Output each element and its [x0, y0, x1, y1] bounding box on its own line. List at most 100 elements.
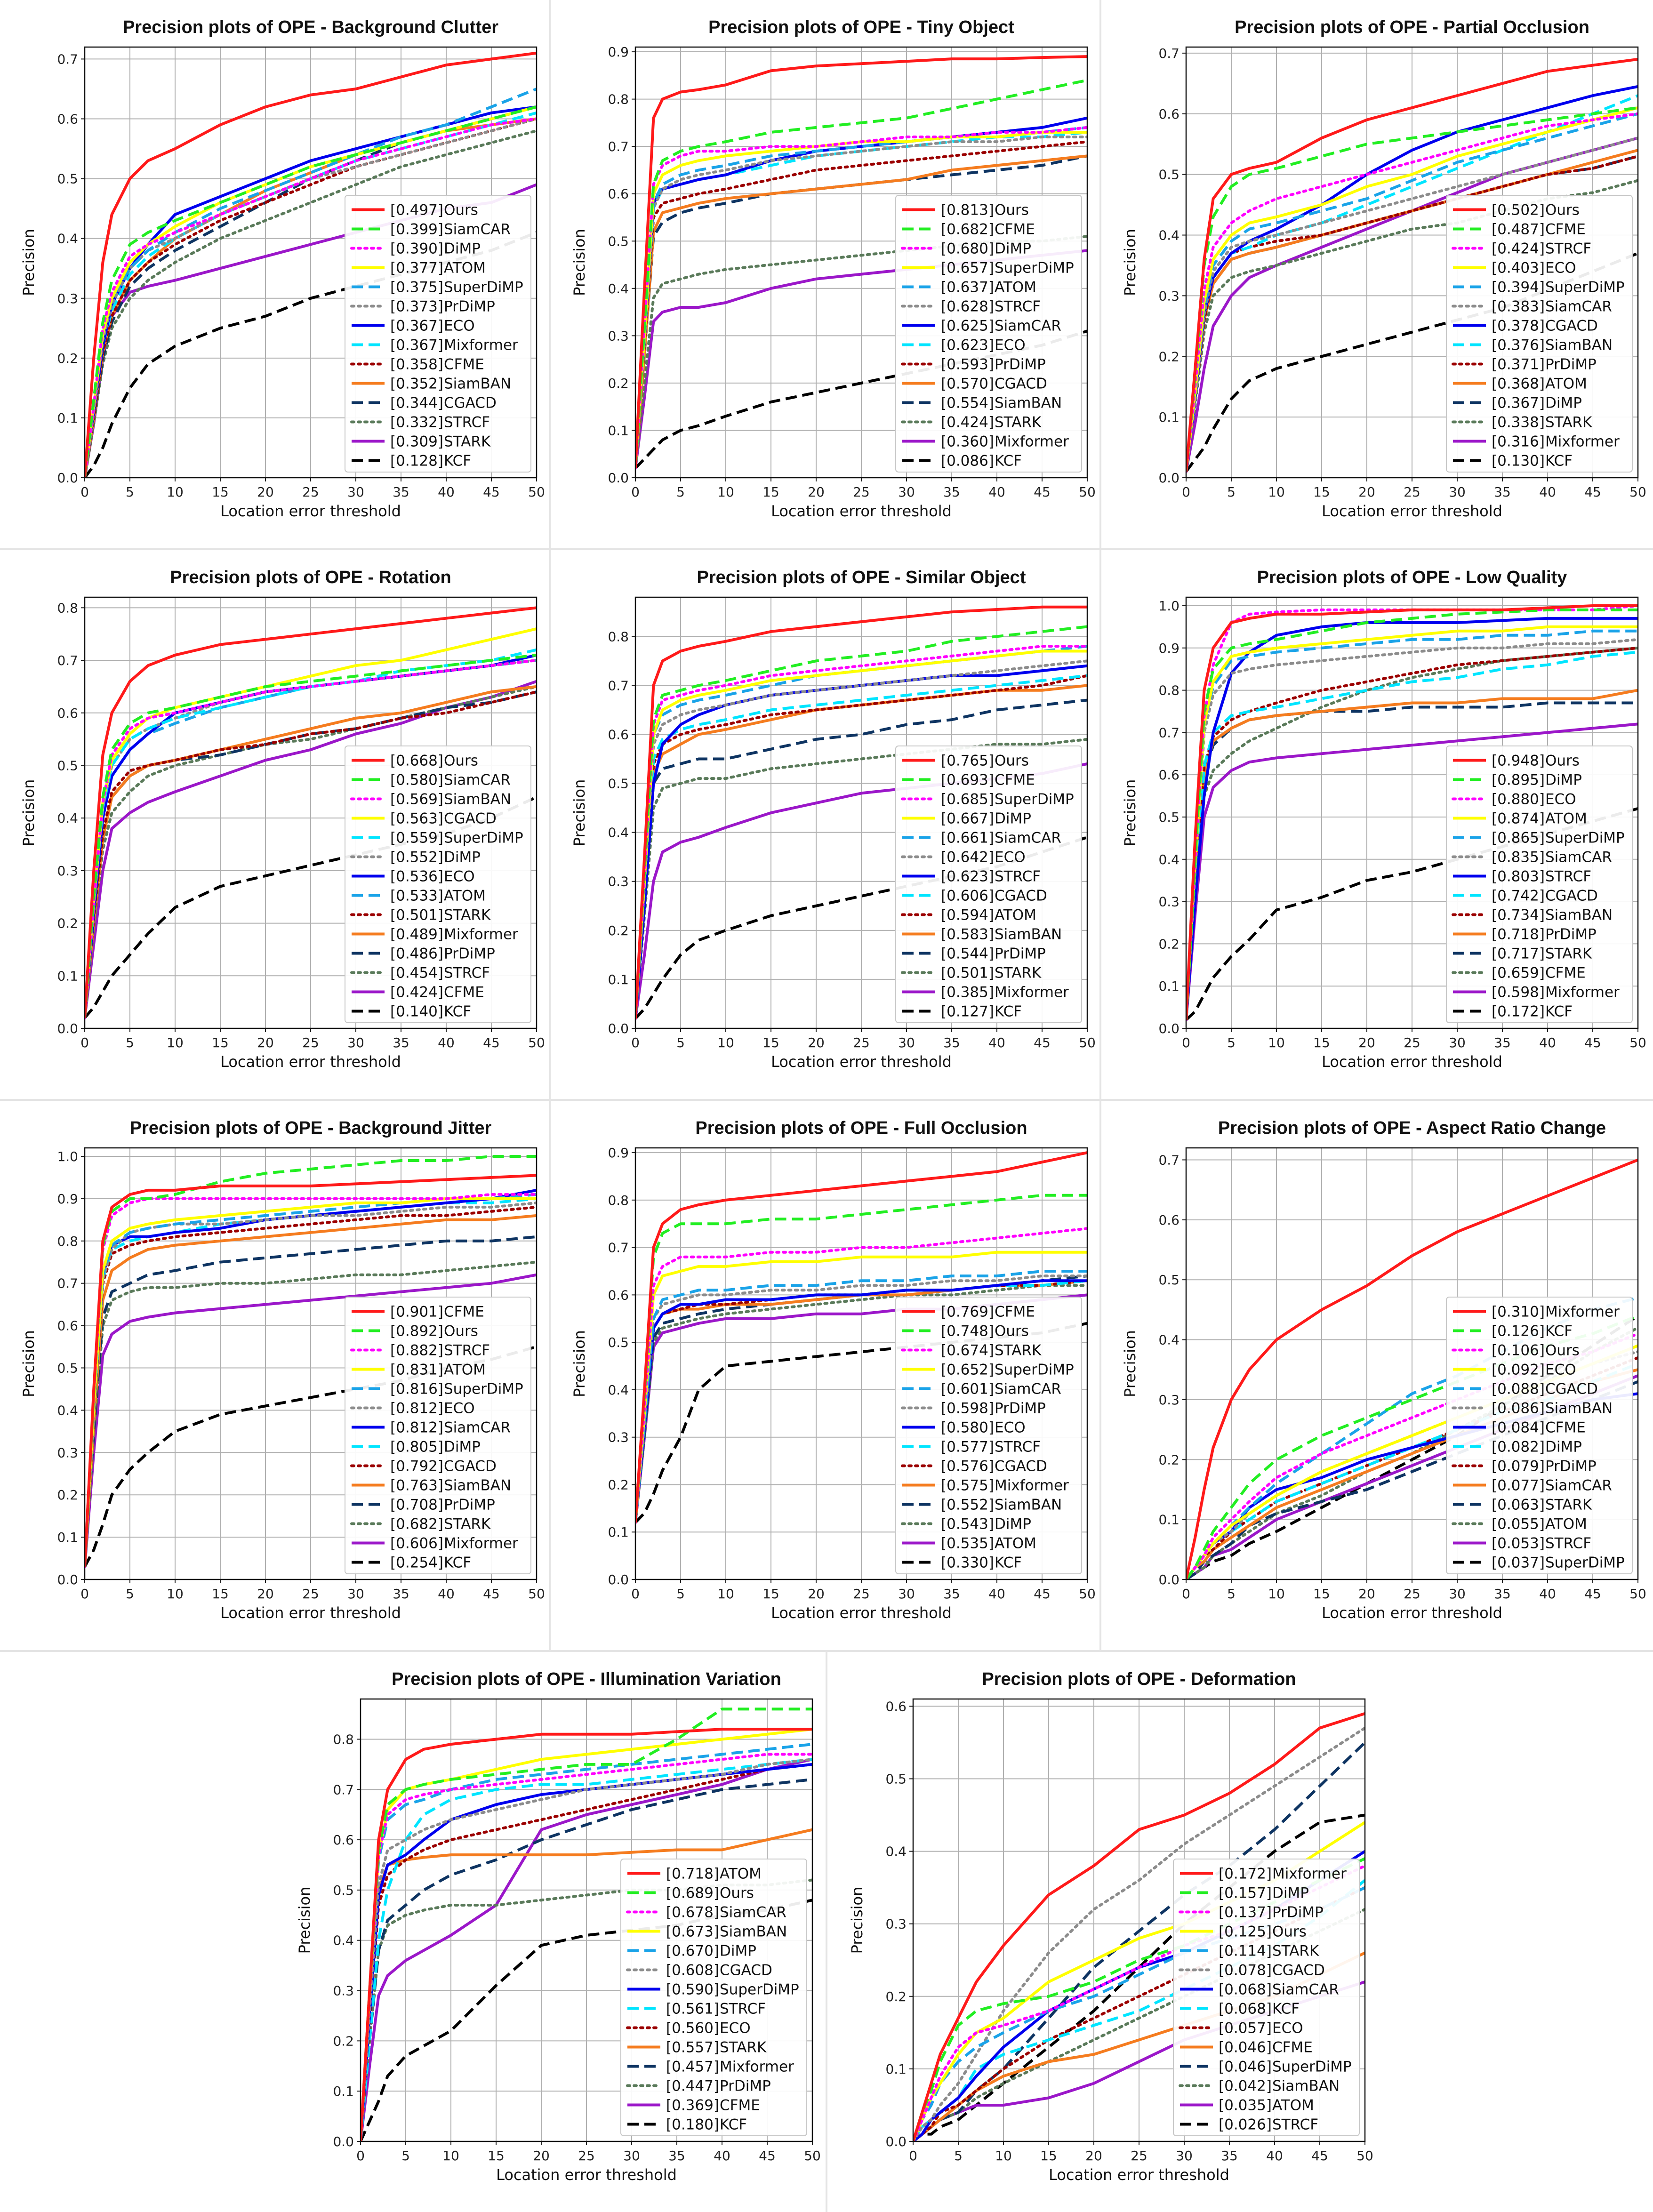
x-tick-label: 35	[1494, 1586, 1511, 1602]
x-tick-label: 50	[1629, 1586, 1646, 1602]
y-axis-label: Precision	[20, 229, 38, 296]
legend-label: SiamBAN	[1272, 2078, 1340, 2095]
chart-title: Precision plots of OPE - Low Quality	[1257, 568, 1567, 587]
legend-score: [0.544]	[941, 946, 994, 962]
legend-label: STRCF	[1272, 2116, 1318, 2133]
legend-label: ATOM	[995, 1535, 1036, 1552]
legend-score: [0.659]	[1492, 965, 1545, 982]
series-line-prdimp	[635, 140, 1087, 470]
y-tick-label: 0.2	[57, 1487, 78, 1503]
y-tick-label: 0.1	[1158, 978, 1180, 994]
y-tick-label: 0.3	[57, 1445, 78, 1460]
legend-score: [0.457]	[666, 2059, 719, 2076]
legend-item-dimp: [0.667] DiMP	[902, 810, 1031, 827]
legend-item-ours: [0.497] Ours	[352, 202, 478, 219]
chart-title: Precision plots of OPE - Similar Object	[697, 568, 1026, 587]
legend-score: [0.708]	[390, 1497, 443, 1514]
legend-label: STARK	[444, 1516, 491, 1533]
legend-label: STRCF	[1545, 1535, 1591, 1552]
legend-score: [0.792]	[390, 1458, 443, 1475]
x-tick-label: 15	[1313, 1035, 1330, 1050]
legend-label: STRCF	[444, 414, 490, 431]
legend-item-prdimp: [0.544] PrDiMP	[902, 946, 1046, 962]
series-line-cgacd	[1186, 650, 1638, 1020]
legend-score: [0.106]	[1492, 1342, 1545, 1359]
legend-score: [0.892]	[390, 1323, 443, 1340]
x-tick-label: 20	[257, 1035, 274, 1050]
series-line-strcf	[1186, 617, 1638, 1020]
legend-item-stark: [0.063] STARK	[1453, 1497, 1592, 1514]
x-tick-label: 20	[1358, 1586, 1375, 1602]
legend-item-eco: [0.403] ECO	[1453, 260, 1576, 277]
x-axis-label: Location error threshold	[220, 1053, 401, 1071]
x-tick-label: 25	[302, 1586, 319, 1602]
x-tick-label: 35	[393, 1586, 409, 1602]
x-tick-label: 10	[717, 1035, 734, 1050]
series-line-siamcar	[85, 653, 537, 1018]
legend-score: [0.685]	[941, 791, 994, 808]
legend-score: [0.895]	[1492, 772, 1545, 789]
legend-label: CGACD	[995, 888, 1047, 905]
legend-score: [0.554]	[941, 395, 994, 412]
legend-item-cgacd: [0.792] CGACD	[350, 1458, 497, 1475]
y-tick-label: 0.8	[57, 1234, 78, 1249]
x-tick-label: 40	[1266, 2148, 1283, 2164]
legend-score: [0.667]	[941, 810, 994, 827]
y-tick-label: 0.9	[1158, 641, 1180, 656]
legend-label: KCF	[1545, 1003, 1573, 1020]
legend-item-ours: [0.892] Ours	[352, 1323, 478, 1340]
x-tick-label: 15	[212, 1586, 229, 1602]
legend-label: PrDiMP	[995, 946, 1046, 962]
legend-item-mixformer: [0.575] Mixformer	[902, 1477, 1069, 1494]
x-tick-label: 50	[1629, 484, 1646, 500]
series-line-siamcar	[635, 1270, 1087, 1523]
series-line-strcf	[361, 1758, 812, 2141]
legend-label: STRCF	[995, 1439, 1041, 1456]
x-tick-label: 0	[909, 2148, 917, 2164]
legend-label: PrDiMP	[995, 356, 1046, 373]
legend-box	[345, 195, 531, 473]
series-line-cfme	[635, 625, 1087, 1019]
legend-label: PrDiMP	[720, 2078, 771, 2095]
y-tick-label: 0.5	[1158, 167, 1180, 183]
legend-score: [0.497]	[390, 202, 443, 219]
legend-label: Ours	[995, 753, 1029, 769]
y-tick-label: 0.4	[608, 825, 629, 841]
axes-frame	[1185, 1147, 1639, 1580]
legend-item-ours: [0.813] Ours	[902, 202, 1029, 219]
x-tick-label: 40	[1539, 1586, 1556, 1602]
legend-score: [0.385]	[941, 984, 994, 1001]
legend-item-stark: [0.674] STARK	[901, 1342, 1042, 1359]
y-tick-label: 0.3	[608, 874, 629, 890]
y-tick-label: 0.0	[885, 2134, 907, 2149]
legend-score: [0.128]	[390, 453, 443, 470]
legend-item-kcf: [0.254] KCF	[352, 1555, 471, 1571]
legend-label: SiamBAN	[1545, 1400, 1613, 1417]
legend-label: SiamBAN	[1545, 907, 1613, 924]
legend-label: SiamCAR	[995, 830, 1061, 847]
legend-item-siamban: [0.086] SiamBAN	[1452, 1400, 1613, 1417]
y-tick-label: 0.6	[608, 1287, 629, 1303]
x-tick-label: 40	[714, 2148, 730, 2164]
y-tick-label: 0.5	[57, 171, 78, 187]
legend-item-cfme: [0.358] CFME	[350, 356, 484, 373]
series-line-prdimp	[1186, 689, 1638, 1020]
legend-score: [0.157]	[1219, 1885, 1272, 1902]
series-line-siamcar	[361, 1753, 812, 2141]
x-tick-label: 30	[898, 484, 915, 500]
legend-box	[1173, 1859, 1360, 2136]
legend-item-siamban: [0.554] SiamBAN	[902, 395, 1062, 412]
series-line-prdimp	[85, 1235, 537, 1567]
series-line-cgacd	[635, 674, 1087, 1019]
legend-item-superdimp: [0.685] SuperDiMP	[901, 791, 1074, 808]
legend-score: [0.805]	[390, 1439, 443, 1456]
legend-item-siamcar: [0.812] SiamCAR	[352, 1419, 511, 1436]
legend-label: STARK	[995, 965, 1042, 982]
legend-item-eco: [0.880] ECO	[1452, 791, 1576, 808]
horizontal-divider-top	[0, 548, 1653, 550]
x-tick-label: 0	[80, 484, 89, 500]
legend-label: CGACD	[1272, 1962, 1325, 1979]
y-tick-label: 0.4	[57, 1403, 78, 1418]
y-axis-label: Precision	[570, 1330, 588, 1397]
legend-label: ATOM	[995, 907, 1036, 924]
